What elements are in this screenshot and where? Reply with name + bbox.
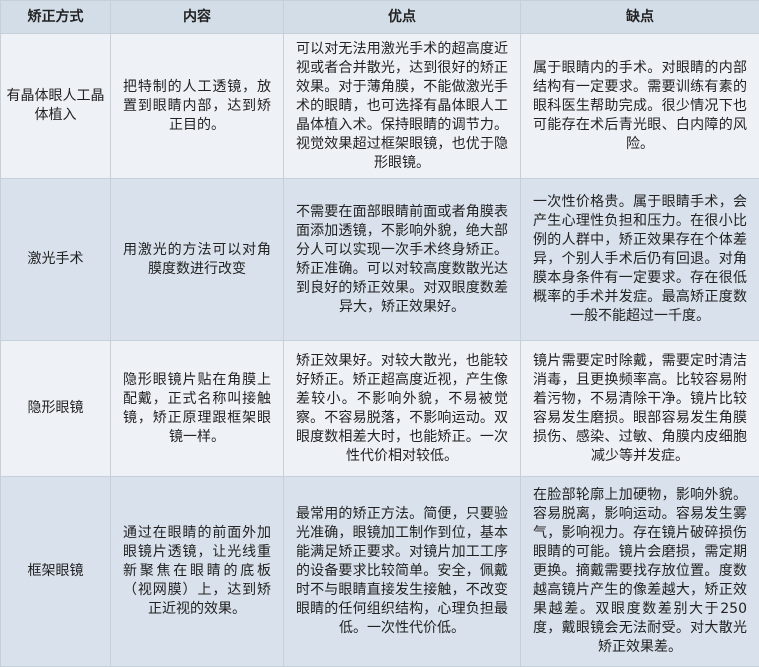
table-row: 有晶体眼人工晶体植入 把特制的人工透镜，放置到眼睛内部，达到矫正目的。 可以对无法用… [0, 32, 759, 180]
text-cell: 镜片需要定时除戴，需要定时清洁消毒，且更换频率高。比较容易附着污物，不易清除干净… [520, 340, 759, 477]
text-cell: 矫正效果好。对较大散光，也能较好矫正。矫正超高度近视，产生像差较小。不影响外貌，… [283, 340, 521, 477]
text-cell: 不需要在面部眼睛前面或者角膜表面添加透镜，不影响外貌，绝大部分人可以实现一次手术… [283, 178, 521, 342]
method-cell: 激光手术 [0, 178, 111, 342]
table-row: 隐形眼镜 隐形眼镜片贴在角膜上配戴，正式名称叫接触镜，矫正原理跟框架眼镜一样。 矫正… [0, 340, 759, 477]
table-row: 激光手术 用激光的方法可以对角膜度数进行改变 不需要在面部眼睛前面或者角膜表面添加透… [0, 178, 759, 342]
text-cell: 属于眼睛内的手术。对眼睛的内部结构有一定要求。需要训练有素的眼科医生帮助完成。很… [520, 32, 759, 180]
header-cell: 优点 [283, 0, 521, 34]
header-cell: 内容 [110, 0, 284, 34]
header-cell: 缺点 [520, 0, 759, 34]
text-cell: 隐形眼镜片贴在角膜上配戴，正式名称叫接触镜，矫正原理跟框架眼镜一样。 [110, 340, 284, 477]
text-cell: 用激光的方法可以对角膜度数进行改变 [110, 178, 284, 342]
method-cell: 框架眼镜 [0, 475, 111, 667]
table-row: 框架眼镜 通过在眼睛的前面外加眼镜片透镜，让光线重新聚焦在眼睛的底板（视网膜）上，… [0, 475, 759, 667]
header-row: 矫正方式 内容 优点 缺点 [0, 0, 759, 34]
text-cell: 一次性价格贵。属于眼睛手术，会产生心理性负担和压力。在很小比例的人群中，矫正效果… [520, 178, 759, 342]
method-cell: 有晶体眼人工晶体植入 [0, 32, 111, 180]
text-cell: 可以对无法用激光手术的超高度近视或者合并散光，达到很好的矫正效果。对于薄角膜，不… [283, 32, 521, 180]
header-cell: 矫正方式 [0, 0, 111, 34]
text-cell: 最常用的矫正方法。简便，只要验光准确，眼镜加工制作到位，基本能满足矫正要求。对镜… [283, 475, 521, 667]
text-cell: 把特制的人工透镜，放置到眼睛内部，达到矫正目的。 [110, 32, 284, 180]
text-cell: 通过在眼睛的前面外加眼镜片透镜，让光线重新聚焦在眼睛的底板（视网膜）上，达到矫正… [110, 475, 284, 667]
method-cell: 隐形眼镜 [0, 340, 111, 477]
text-cell: 在脸部轮廓上加硬物，影响外貌。容易脱离，影响运动。容易发生雾气，影响视力。存在镜… [520, 475, 759, 667]
